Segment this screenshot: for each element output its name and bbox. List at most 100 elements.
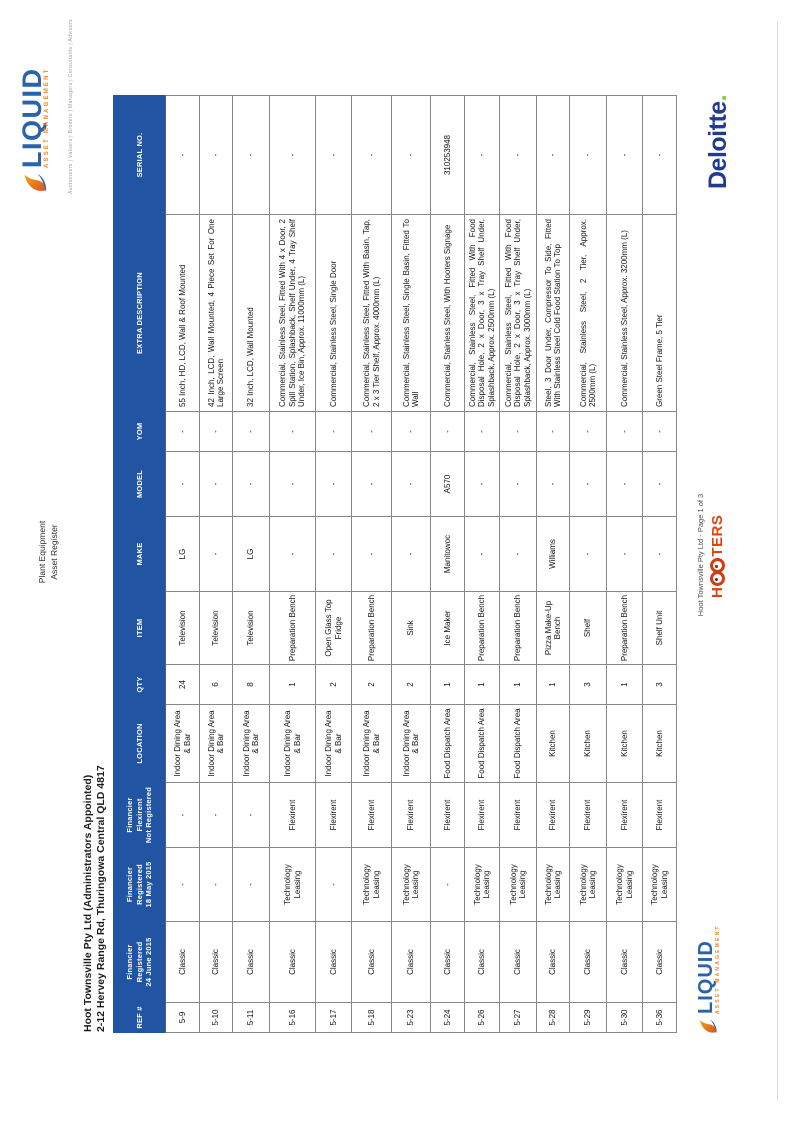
cell-financier_registered_24_june_2015: Classic	[199, 921, 233, 1003]
cell-yom: -	[430, 411, 465, 452]
cell-item: Preparation Bench	[606, 591, 643, 665]
cell-location: Indoor Dining Area & Bar	[351, 704, 392, 783]
cell-yom: -	[351, 411, 392, 452]
liquid-logo-bottom: LIQUID ASSET MANAGEMENT	[695, 924, 721, 1035]
cell-serial_no: -	[199, 95, 233, 215]
cell-item: Sink	[391, 591, 431, 665]
cell-yom: -	[642, 411, 677, 452]
cell-serial_no: -	[391, 95, 431, 215]
cell-item: Preparation Bench	[499, 591, 537, 665]
cell-qty: 1	[430, 664, 465, 705]
liquid-wordmark: LIQUID	[17, 67, 47, 169]
cell-qty: 2	[391, 664, 431, 705]
cell-ref: 5-10	[199, 1002, 233, 1033]
cell-extra_description: Commercial, Stainless Steel, Fitted With…	[351, 214, 392, 412]
cell-location: Indoor Dining Area & Bar	[232, 704, 270, 783]
cell-model: -	[269, 451, 316, 517]
cell-item: Open Glass Top Fridge	[315, 591, 352, 665]
doc-title: Plant Equipment Asset Register	[36, 482, 61, 622]
cell-model: -	[232, 451, 270, 517]
cell-financier_flexirent_not_registered: Flexirent	[569, 782, 607, 848]
cell-financier_registered_24_june_2015: Classic	[499, 921, 537, 1003]
cell-serial_no: -	[232, 95, 270, 215]
cell-make: Williams	[536, 516, 570, 592]
cell-ref: 5-17	[315, 1002, 352, 1033]
cell-location: Food Dispatch Area	[464, 704, 500, 783]
cell-model: -	[351, 451, 392, 517]
table-row-5-27: 5-27 Classic Technology Leasing Flexirent Fo…	[499, 95, 537, 1033]
liquid-swoosh-icon	[699, 1019, 717, 1034]
cell-financier_flexirent_not_registered: Flexirent	[315, 782, 352, 848]
cell-serial_no: -	[536, 95, 570, 215]
cell-extra_description: Commercial, Stainless Steel, Fitted With…	[269, 214, 316, 412]
cell-extra_description: Commercial, Stainless Steel, Single Door	[315, 214, 352, 412]
hooters-text-right: TERS	[709, 514, 726, 557]
cell-extra_description: Commercial, Stainless Steel, Single Basi…	[391, 214, 431, 412]
table-row-5-10: 5-10 Classic - - Indoor Dining Area & Bar 6 Te…	[199, 95, 233, 1033]
liquid-swoosh-icon	[24, 173, 47, 193]
cell-model: A570	[430, 451, 465, 517]
column-header-financier_flexirent_not_registered: Financier Flexirent Not Registered	[113, 782, 166, 848]
cell-item: Television	[232, 591, 270, 665]
cell-financier_flexirent_not_registered: Flexirent	[269, 782, 316, 848]
liquid-tagline: ASSET MANAGEMENT	[44, 67, 51, 168]
cell-make: -	[464, 516, 500, 592]
table-row-5-26: 5-26 Classic Technology Leasing Flexirent Fo…	[464, 95, 500, 1033]
cell-yom: -	[165, 411, 200, 452]
cell-financier_registered_24_june_2015: Classic	[430, 921, 465, 1003]
table-row-5-28: 5-28 Classic Technology Leasing Flexirent Ki…	[536, 95, 570, 1033]
cell-qty: 3	[569, 664, 607, 705]
cell-ref: 5-11	[232, 1002, 270, 1033]
deloitte-green-dot: .	[704, 94, 732, 102]
cell-serial_no: -	[569, 95, 607, 215]
cell-financier_registered_18_may_2015: Technology Leasing	[269, 847, 316, 922]
column-header-qty: QTY	[113, 664, 166, 705]
cell-yom: -	[232, 411, 270, 452]
cell-serial_no: -	[269, 95, 316, 215]
cell-model: -	[391, 451, 431, 517]
asset-table-wrap: REF # Financier Registered 24 June 2015 Fin…	[113, 95, 677, 1033]
cell-make: -	[315, 516, 352, 592]
cell-financier_registered_24_june_2015: Classic	[269, 921, 316, 1003]
cell-qty: 1	[606, 664, 643, 705]
cell-item: Preparation Bench	[464, 591, 500, 665]
liquid-services-tagline: Auctioneers | Valuers | Brokers | Manage…	[68, 19, 74, 194]
cell-location: Food Dispatch Area	[430, 704, 465, 783]
owl-eye-icon	[710, 570, 725, 586]
cell-qty: 2	[351, 664, 392, 705]
cell-extra_description: 42 Inch, LCD, Wall Mounted, 4 Piece Set …	[199, 214, 233, 412]
cell-model: -	[199, 451, 233, 517]
cell-qty: 24	[165, 664, 200, 705]
cell-serial_no: -	[165, 95, 200, 215]
column-header-financier_registered_24_june_2015: Financier Registered 24 June 2015	[113, 921, 166, 1003]
cell-model: -	[464, 451, 500, 517]
cell-financier_registered_18_may_2015: Technology Leasing	[391, 847, 431, 922]
cell-ref: 5-26	[464, 1002, 500, 1033]
cell-financier_registered_24_june_2015: Classic	[606, 921, 643, 1003]
cell-ref: 5-36	[642, 1002, 677, 1033]
hooters-logo: H TERS	[709, 515, 726, 598]
cell-extra_description: Commercial, Stainless Steel, Fitted With…	[499, 214, 537, 412]
doc-title-line1: Plant Equipment	[37, 520, 47, 584]
cell-location: Kitchen	[606, 704, 643, 783]
cell-ref: 5-18	[351, 1002, 392, 1033]
cell-item: Television	[199, 591, 233, 665]
column-header-serial_no: SERIAL NO.	[113, 95, 166, 215]
cell-make: -	[269, 516, 316, 592]
cell-financier_flexirent_not_registered: Flexirent	[351, 782, 392, 848]
cell-yom: -	[464, 411, 500, 452]
table-row-5-17: 5-17 Classic - Flexirent Indoor Dining Area …	[315, 95, 352, 1033]
cell-financier_registered_18_may_2015: Technology Leasing	[536, 847, 570, 922]
cell-extra_description: 55 Inch, HD, LCD, Wall & Roof Mounted	[165, 214, 200, 412]
cell-financier_flexirent_not_registered: -	[165, 782, 200, 848]
cell-financier_registered_18_may_2015: Technology Leasing	[569, 847, 607, 922]
cell-make: LG	[232, 516, 270, 592]
cell-financier_flexirent_not_registered: Flexirent	[536, 782, 570, 848]
liquid-logo-top: LIQUID ASSET MANAGEMENT	[17, 67, 51, 194]
column-header-item: ITEM	[113, 591, 166, 665]
cell-serial_no: -	[315, 95, 352, 215]
cell-ref: 5-16	[269, 1002, 316, 1033]
cell-model: -	[165, 451, 200, 517]
asset-table-header-row: REF # Financier Registered 24 June 2015 Fin…	[113, 95, 166, 1033]
